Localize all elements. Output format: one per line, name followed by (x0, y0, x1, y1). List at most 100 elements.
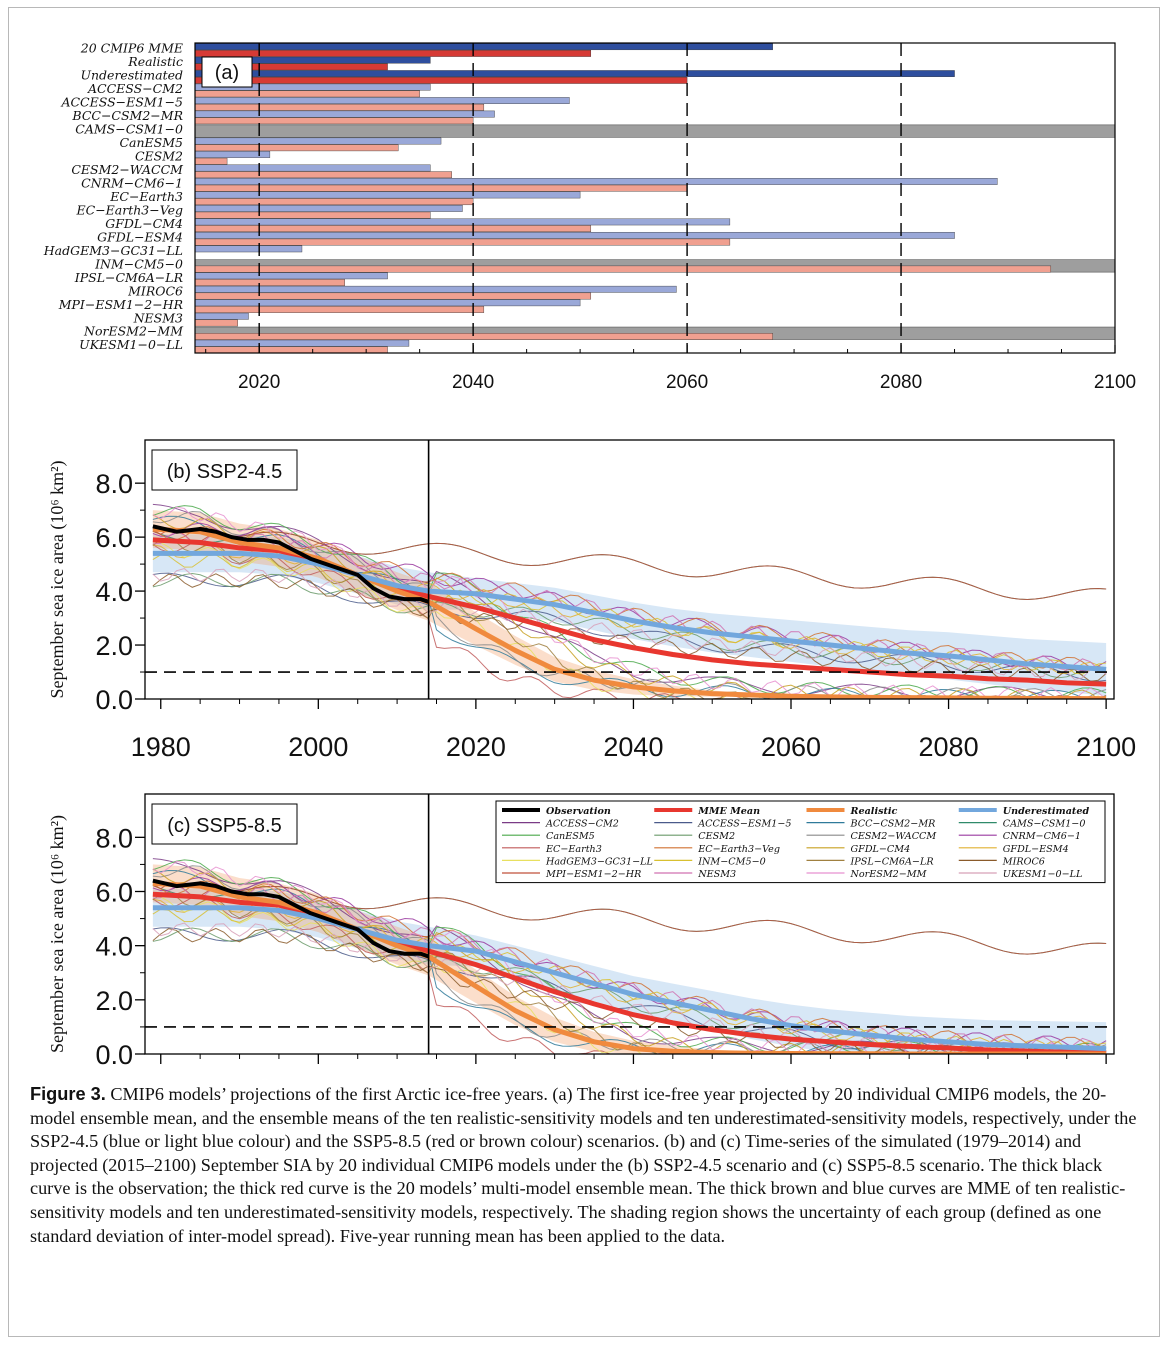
y-tick-label: 4.0 (95, 577, 133, 607)
panel-frame (144, 793, 1115, 1055)
underestimated-line (152, 905, 1107, 1052)
bar-ssp585 (194, 171, 452, 179)
legend-label: UKESM1−0−LL (1003, 869, 1083, 880)
bar-ssp585 (194, 319, 238, 327)
x-tick-label: 2100 (1076, 732, 1136, 762)
observation-line (152, 524, 430, 604)
legend-label: CNRM−CM6−1 (1003, 831, 1081, 842)
panel-c: 19802000202020402060208021000.02.04.06.0… (47, 793, 1115, 1070)
bar-ssp585 (194, 292, 592, 300)
bar-ssp585 (194, 184, 688, 192)
bar-ssp585 (194, 198, 474, 206)
category-label: CanESM5 (119, 135, 183, 150)
x-tick-label: 2080 (919, 732, 979, 762)
legend-label: NorESM2−MM (850, 869, 928, 880)
legend-box (495, 800, 1106, 884)
bar-ssp245 (194, 70, 955, 77)
x-tick-label: 2080 (880, 372, 922, 393)
bar-ssp585 (194, 279, 345, 286)
panel-label-box (201, 56, 253, 88)
category-label: EC−Earth3−Veg (76, 202, 184, 217)
model-line (152, 568, 1107, 681)
bar-ssp245 (194, 205, 463, 212)
y-tick-label: 6.0 (95, 878, 133, 908)
legend-label: MME Mean (697, 806, 760, 817)
category-label: CNRM−CM6−1 (81, 175, 183, 190)
bar-ssp245 (194, 164, 431, 172)
legend-label: Realistic (850, 806, 898, 817)
category-label: 20 CMIP6 MME (80, 41, 183, 56)
bar-ssp245 (194, 191, 581, 199)
x-tick-label: 2020 (446, 732, 506, 762)
legend-label: CanESM5 (546, 831, 595, 842)
realistic-line (152, 880, 1107, 1054)
category-label: NorESM2−MM (83, 324, 184, 339)
bar-ssp245 (194, 272, 388, 280)
category-label: MIROC6 (127, 283, 183, 298)
y-tick-label: 8.0 (95, 823, 133, 853)
bar-ssp245 (194, 110, 495, 118)
y-axis-label: September sea ice area (10⁶ km²) (47, 460, 68, 698)
legend-label: CAMS−CSM1−0 (1003, 819, 1086, 830)
bar-ssp585 (194, 211, 431, 219)
legend-label: GFDL−CM4 (851, 844, 911, 855)
legend-label: EC−Earth3 (545, 844, 602, 855)
panel-label: (c) SSP5-8.5 (167, 815, 281, 837)
bar-ssp245 (194, 245, 303, 253)
x-tick-label: 2060 (761, 732, 821, 762)
y-tick-label: 6.0 (95, 523, 133, 553)
model-line (152, 573, 1107, 683)
category-label: NESM3 (133, 310, 183, 325)
panel-a-frame (194, 42, 1116, 354)
x-tick-label: 2000 (288, 732, 348, 762)
model-line (152, 882, 1107, 955)
y-tick-label: 4.0 (95, 932, 133, 962)
legend-label: MPI−ESM1−2−HR (545, 869, 641, 880)
legend-label: GFDL−ESM4 (1003, 844, 1069, 855)
bar-ssp245 (194, 339, 410, 347)
category-label: CESM2−WACCM (71, 162, 184, 177)
bar-ssp585 (194, 76, 688, 84)
bar-ssp585 (194, 144, 399, 152)
category-label: Underestimated (80, 68, 183, 83)
underestimated-line (152, 550, 1107, 672)
bar-ssp585 (194, 225, 592, 232)
bar-ssp585 (194, 346, 388, 354)
realistic-line (152, 526, 1107, 699)
category-label: CESM2 (135, 149, 183, 164)
legend-label: IPSL−CM6A−LR (850, 856, 934, 867)
plot-area (152, 858, 1107, 1054)
bar-ssp585 (194, 50, 592, 57)
legend-label: BCC−CSM2−MR (850, 819, 936, 830)
legend-label: ACCESS−ESM1−5 (697, 819, 791, 830)
panel-label: (b) SSP2-4.5 (167, 461, 283, 483)
bar-ssp245 (194, 43, 773, 51)
bar-ssp245 (194, 97, 570, 104)
bar-ssp585 (194, 90, 420, 98)
model-line (152, 540, 1107, 699)
bar-ssp245 (194, 137, 442, 145)
bar-ssp585 (194, 306, 485, 313)
figure-canvas: 20 CMIP6 MMERealisticUnderestimatedACCES… (43, 41, 1136, 1070)
bar-ssp245 (194, 178, 998, 185)
bar-ssp585 (194, 238, 731, 246)
realistic-shading (152, 510, 1107, 699)
bar-ssp585 (194, 103, 485, 111)
category-label: ACCESS−ESM1−5 (60, 95, 183, 110)
legend-label: NESM3 (697, 869, 736, 880)
legend-label: ACCESS−CM2 (545, 819, 619, 830)
bar-ssp245 (194, 231, 955, 239)
y-axis-label: September sea ice area (10⁶ km²) (47, 815, 68, 1053)
legend: Observation MME Mean Realistic Underestimat… (495, 800, 1106, 884)
realistic-shading (152, 864, 1107, 1054)
category-label: ACCESS−CM2 (87, 81, 183, 96)
model-line (152, 528, 1107, 600)
panel-label: (a) (215, 62, 239, 84)
model-line (152, 894, 1107, 1054)
panel-label-box (151, 449, 298, 491)
legend-label: EC−Earth3−Veg (697, 844, 780, 855)
category-label: GFDL−ESM4 (97, 229, 183, 244)
bar-ssp245 (194, 299, 581, 307)
x-tick-label: 2020 (238, 372, 280, 393)
panel-a: 20 CMIP6 MMERealisticUnderestimatedACCES… (43, 41, 1136, 393)
